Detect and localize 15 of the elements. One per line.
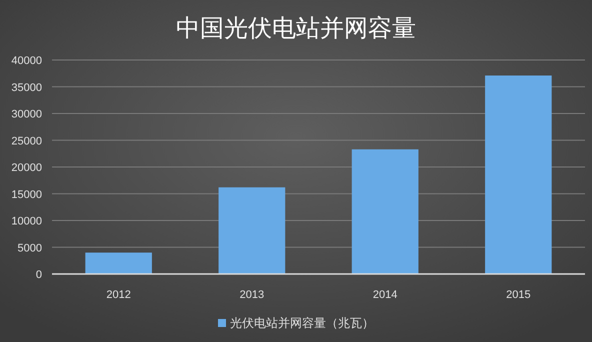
y-tick-label: 0: [36, 269, 42, 281]
y-tick-label: 25000: [11, 135, 42, 148]
chart-title: 中国光伏电站并网容量: [176, 15, 416, 42]
x-tick-label: 2015: [506, 289, 531, 301]
x-tick-label: 2012: [106, 289, 131, 301]
y-tick-label: 35000: [11, 82, 42, 94]
x-tick-label: 2013: [240, 289, 264, 301]
y-tick-label: 40000: [11, 55, 42, 67]
x-tick-label: 2014: [372, 289, 398, 301]
legend-label: 光伏电站并网容量（兆瓦）: [230, 316, 374, 330]
y-tick-label: 5000: [18, 242, 42, 254]
y-tick-label: 10000: [11, 216, 42, 228]
y-tick-label: 30000: [11, 108, 42, 120]
y-tick-label: 15000: [11, 188, 42, 201]
y-tick-label: 20000: [11, 162, 42, 174]
